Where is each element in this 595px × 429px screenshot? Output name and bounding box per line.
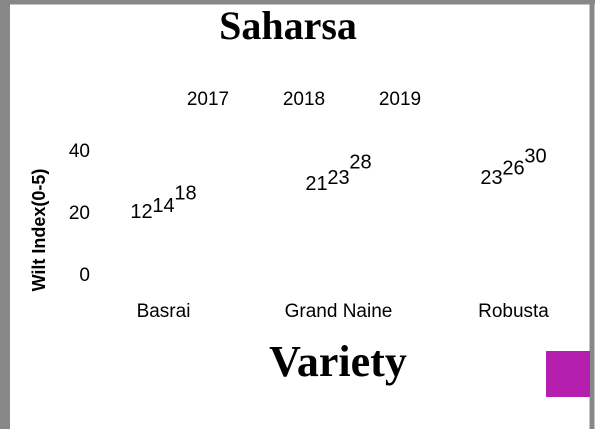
chart-title: Saharsa — [219, 3, 357, 48]
y-tick-label: 40 — [69, 141, 90, 162]
data-label: 18 — [174, 182, 196, 204]
y-tick-label: 0 — [79, 265, 90, 286]
data-label: 23 — [327, 167, 349, 189]
bar — [352, 189, 370, 276]
legend-label: 2019 — [379, 89, 421, 110]
x-tick-label: Grand Naine — [285, 301, 393, 322]
legend-swatch — [546, 351, 590, 397]
data-label: 14 — [152, 195, 174, 217]
bar — [177, 220, 195, 276]
data-label: 12 — [130, 201, 152, 223]
x-axis-title: Variety — [269, 337, 407, 386]
bar — [155, 233, 173, 276]
bar — [505, 195, 523, 276]
bar — [483, 205, 501, 276]
data-label: 23 — [480, 167, 502, 189]
data-label: 21 — [305, 173, 327, 195]
data-label: 26 — [502, 158, 524, 180]
legend-label: 2018 — [283, 89, 325, 110]
data-label: 30 — [524, 145, 546, 167]
x-tick-label: Robusta — [478, 301, 549, 322]
bar — [308, 211, 326, 276]
bar — [527, 183, 545, 276]
bar — [133, 239, 151, 276]
bar — [330, 205, 348, 276]
data-label: 28 — [349, 151, 371, 173]
y-tick-label: 20 — [69, 203, 90, 224]
legend-label: 2017 — [187, 89, 229, 110]
x-tick-label: Basrai — [137, 301, 191, 322]
y-axis-title: Wilt Index(0-5) — [29, 169, 49, 292]
